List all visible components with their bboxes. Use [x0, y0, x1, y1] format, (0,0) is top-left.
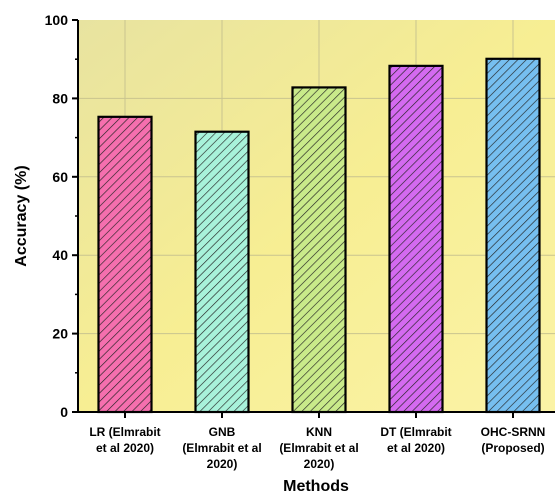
y-tick-label: 100	[45, 12, 69, 28]
x-axis: LR (Elmrabit et al 2020) GNB (Elmrabit et a…	[89, 412, 545, 471]
x-axis-title: Methods	[283, 478, 349, 495]
bar-hatch	[292, 87, 346, 412]
y-tick-label: 40	[52, 247, 68, 263]
y-axis-title: Accuracy (%)	[13, 165, 30, 266]
bar-hatch	[486, 58, 540, 413]
y-tick-label: 0	[60, 404, 68, 420]
bar-hatch	[389, 65, 443, 412]
x-tick-label: KNN (Elmrabit et al 2020)	[279, 425, 358, 471]
y-tick-label: 20	[52, 326, 68, 342]
y-tick-label: 80	[52, 90, 68, 106]
y-tick-label: 60	[52, 169, 68, 185]
x-tick-label: DT (Elmrabit et al 2020)	[380, 425, 451, 455]
x-tick-label: GNB (Elmrabit et al 2020)	[182, 425, 261, 471]
bar-hatch	[98, 116, 152, 412]
x-tick-label: OHC-SRNN (Proposed)	[481, 425, 546, 455]
x-tick-label: LR (Elmrabit et al 2020)	[89, 425, 160, 455]
y-axis: 0 20 40 60 80 100	[45, 12, 78, 420]
bar-hatch	[195, 131, 249, 412]
bars	[97, 57, 541, 414]
